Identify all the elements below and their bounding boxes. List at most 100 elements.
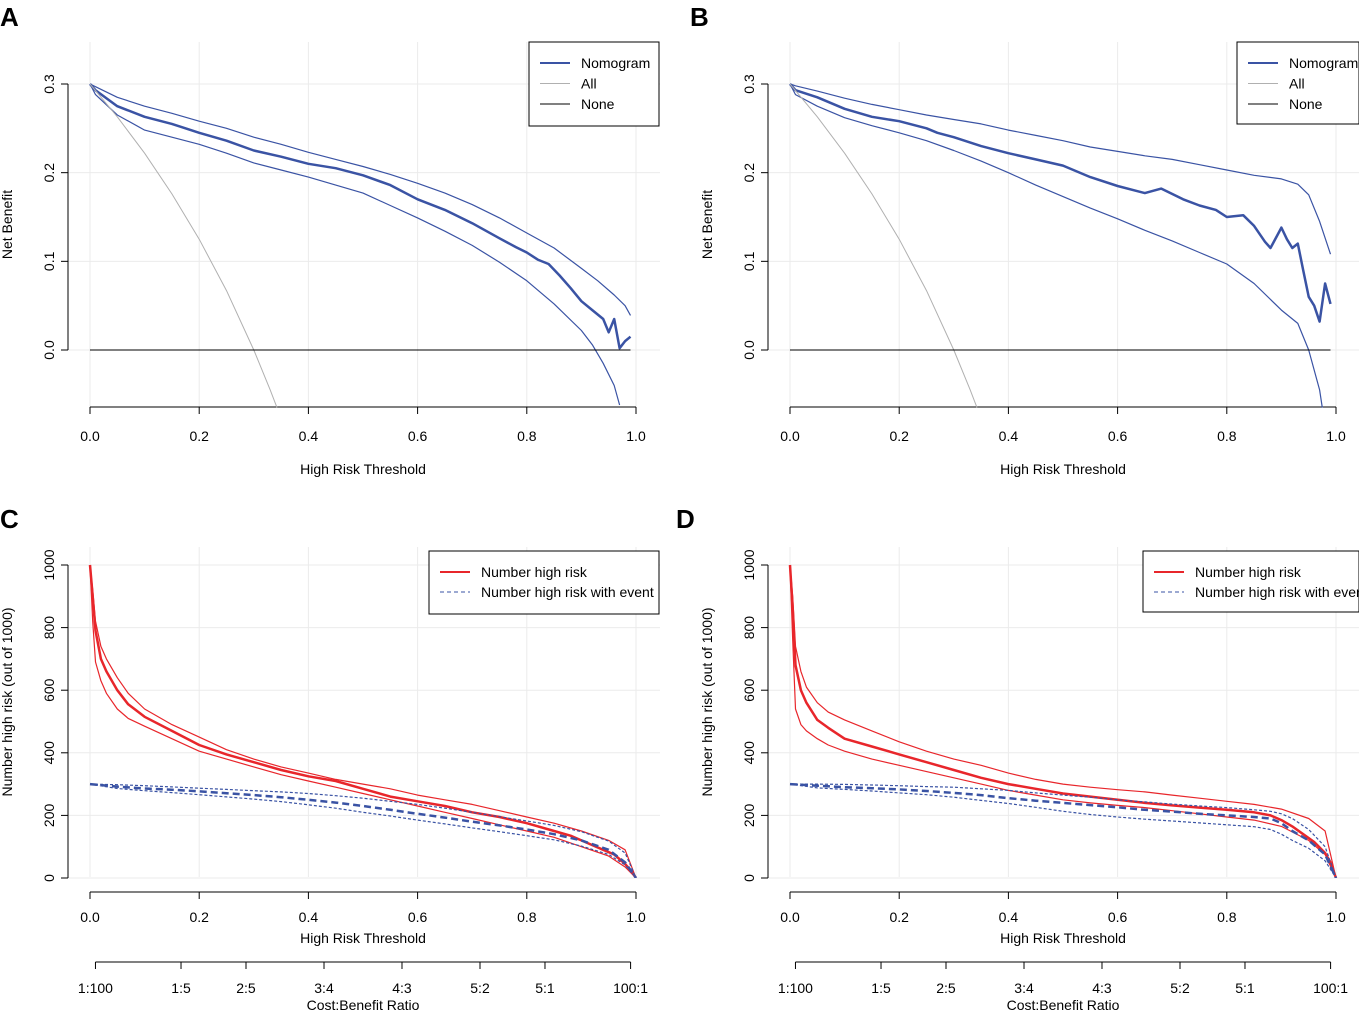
x-tick-label: 0.4 [299, 909, 319, 925]
x-tick-label: 1.0 [1326, 909, 1346, 925]
cost-benefit-tick-label: 1:100 [78, 980, 113, 996]
number-high-risk-with-event-line [789, 782, 1338, 878]
number-high-risk-with-event-lower-line [789, 783, 1337, 878]
x-tick-label: 0.6 [408, 909, 428, 925]
x-tick-label: 0.0 [80, 428, 100, 444]
number-high-risk-line [788, 564, 1338, 878]
x-tick-label: 0.6 [408, 428, 428, 444]
y-tick-label: 0.2 [41, 163, 57, 183]
series-lines [88, 564, 638, 878]
y-axis-title: Number high risk (out of 1000) [0, 607, 15, 796]
legend-label: Number high risk with event [481, 584, 654, 600]
cost-benefit-tick-label: 5:1 [1235, 980, 1255, 996]
panel-c: C 0.0 0.2 0.4 0.6 0.8 1.0 High Risk Threshold 0 2… [0, 504, 660, 1011]
x-tick-label: 0.0 [780, 428, 800, 444]
x-tick-label: 1.0 [626, 909, 646, 925]
cost-benefit-tick-label: 3:4 [1014, 980, 1034, 996]
x-axis-title: High Risk Threshold [1000, 461, 1126, 477]
x-axis: 0.0 0.2 0.4 0.6 0.8 1.0 High Risk Threshold [780, 406, 1346, 477]
x-tick-label: 1.0 [626, 428, 646, 444]
all-line [789, 83, 978, 408]
cost-benefit-axis-title: Cost:Benefit Ratio [1007, 997, 1120, 1011]
x-tick-label: 0.8 [517, 428, 537, 444]
cost-benefit-axis: 1:100 1:5 2:5 3:4 4:3 5:2 5:1 100:1 Cost:Benefit… [778, 961, 1348, 1011]
nomogram-line [89, 83, 632, 350]
series-lines [789, 83, 1332, 408]
cost-benefit-tick-label: 3:4 [314, 980, 334, 996]
nomogram-lower-line [89, 83, 621, 406]
legend: Number high risk Number high risk with ev… [1142, 550, 1359, 613]
y-tick-label: 0.3 [41, 74, 57, 94]
panel-letter: D [676, 504, 695, 534]
number-high-risk-with-event-line [89, 782, 638, 878]
x-tick-label: 0.8 [1217, 909, 1237, 925]
x-tick-label: 0.4 [999, 909, 1019, 925]
panel-letter: C [0, 504, 19, 534]
y-tick-label: 0.0 [41, 340, 57, 360]
y-tick-label: 0.0 [741, 340, 757, 360]
legend-label: None [581, 96, 615, 112]
x-axis: 0.0 0.2 0.4 0.6 0.8 1.0 High Risk Threshold [780, 891, 1346, 946]
legend: Nomogram All None [1236, 41, 1359, 125]
legend-label: Number high risk with event [1195, 584, 1359, 600]
nomogram-line [789, 83, 1332, 323]
number-high-risk-with-event-lower-line [89, 783, 637, 878]
y-tick-label: 600 [741, 678, 757, 702]
x-tick-label: 0.0 [780, 909, 800, 925]
y-tick-label: 0.1 [741, 251, 757, 271]
legend-box [1142, 550, 1359, 613]
cost-benefit-axis: 1:100 1:5 2:5 3:4 4:3 5:2 5:1 100:1 Cost:Benefit… [78, 961, 648, 1011]
panel-letter: B [690, 2, 709, 32]
x-tick-label: 0.2 [889, 428, 909, 444]
cost-benefit-tick-label: 4:3 [1092, 980, 1112, 996]
x-tick-label: 0.8 [1217, 428, 1237, 444]
x-tick-label: 0.0 [80, 909, 100, 925]
cost-benefit-tick-label: 5:1 [535, 980, 555, 996]
y-axis-title: Net Benefit [699, 190, 715, 259]
cost-benefit-tick-label: 4:3 [392, 980, 412, 996]
cost-benefit-tick-label: 5:2 [470, 980, 490, 996]
y-axis: 0 200 400 600 800 1000 Number high risk (out o… [699, 549, 769, 882]
number-high-risk-with-event-upper-line [89, 783, 637, 878]
y-tick-label: 0 [41, 874, 57, 882]
y-tick-label: 800 [741, 616, 757, 640]
cost-benefit-tick-label: 2:5 [936, 980, 956, 996]
x-tick-label: 0.2 [189, 909, 209, 925]
all-line [89, 83, 278, 408]
x-axis-title: High Risk Threshold [1000, 930, 1126, 946]
y-tick-label: 0.2 [741, 163, 757, 183]
y-tick-label: 0 [741, 874, 757, 882]
cost-benefit-tick-label: 100:1 [1313, 980, 1348, 996]
panel-d: D 0.0 0.2 0.4 0.6 0.8 1.0 High Risk Threshold 0 2… [676, 504, 1359, 1011]
y-tick-label: 400 [741, 741, 757, 765]
y-axis: 0.0 0.1 0.2 0.3 Net Benefit [699, 74, 769, 360]
y-tick-label: 400 [41, 741, 57, 765]
legend-label: Number high risk [481, 564, 588, 580]
number-high-risk-upper-line [89, 564, 637, 878]
x-tick-label: 0.2 [889, 909, 909, 925]
y-tick-label: 600 [41, 678, 57, 702]
x-tick-label: 0.2 [189, 428, 209, 444]
series-lines [788, 564, 1338, 878]
number-high-risk-upper-line [789, 564, 1337, 878]
cost-benefit-tick-label: 1:5 [171, 980, 191, 996]
legend: Number high risk Number high risk with ev… [428, 550, 660, 615]
y-tick-label: 1000 [41, 549, 57, 580]
cost-benefit-tick-label: 100:1 [613, 980, 648, 996]
legend-label: Nomogram [1289, 55, 1358, 71]
x-tick-label: 0.6 [1108, 428, 1128, 444]
y-tick-label: 200 [741, 804, 757, 828]
y-tick-label: 1000 [741, 549, 757, 580]
number-high-risk-lower-line [89, 564, 637, 878]
legend-label: Nomogram [581, 55, 650, 71]
x-axis: 0.0 0.2 0.4 0.6 0.8 1.0 High Risk Threshold [80, 406, 646, 477]
number-high-risk-lower-line [789, 564, 1337, 878]
cost-benefit-tick-label: 5:2 [1170, 980, 1190, 996]
cost-benefit-tick-label: 1:100 [778, 980, 813, 996]
x-tick-label: 0.4 [999, 428, 1019, 444]
x-axis: 0.0 0.2 0.4 0.6 0.8 1.0 High Risk Threshold [80, 891, 646, 946]
cost-benefit-tick-label: 2:5 [236, 980, 256, 996]
cost-benefit-axis-title: Cost:Benefit Ratio [307, 997, 420, 1011]
